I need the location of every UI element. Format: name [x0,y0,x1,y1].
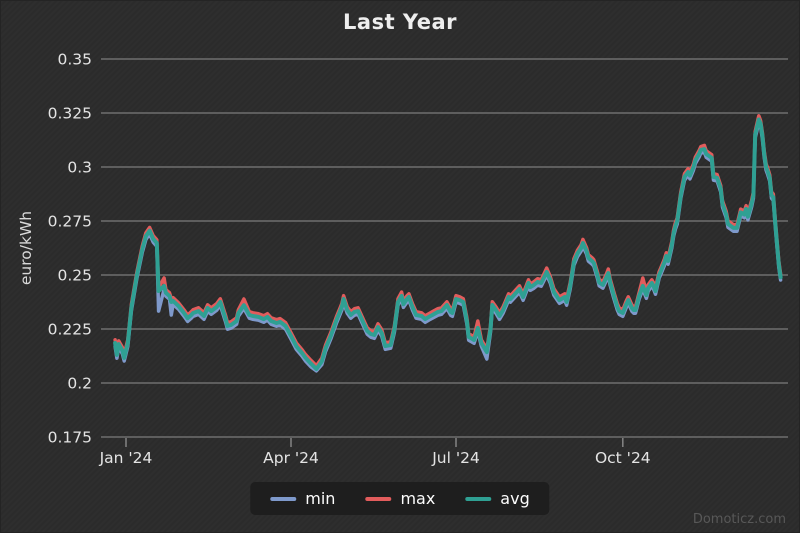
x-tick-label: Jul '24 [431,449,480,467]
x-tick-label: Apr '24 [263,449,319,467]
y-tick-label: 0.275 [48,213,92,231]
y-tick-label: 0.35 [57,51,92,69]
y-tick-label: 0.3 [67,159,92,177]
legend-item-avg[interactable]: avg [465,489,530,508]
legend-item-max[interactable]: max [365,489,435,508]
min-series-line [113,120,783,373]
legend-item-min[interactable]: min [270,489,335,508]
x-tick-label: Jan '24 [99,449,153,467]
max-series-swatch-icon [365,496,392,501]
min-series-swatch-icon [270,496,297,501]
watermark: Domoticz.com [692,512,786,527]
y-tick-label: 0.175 [48,429,92,447]
max-series-line [113,114,783,368]
y-tick-label: 0.225 [48,321,92,339]
y-tick-label: 0.2 [67,375,92,393]
legend-label-avg: avg [500,489,530,508]
x-tick-label: Oct '24 [595,449,651,467]
y-tick-label: 0.325 [48,105,92,123]
chart-title: Last Year [343,10,457,34]
y-axis-title: euro/kWh [17,211,35,285]
avg-series-swatch-icon [465,496,492,501]
avg-series-line [113,117,783,371]
legend-label-max: max [400,489,436,508]
legend: min max avg [250,482,550,515]
legend-label-min: min [305,489,336,508]
y-tick-label: 0.25 [57,267,92,285]
